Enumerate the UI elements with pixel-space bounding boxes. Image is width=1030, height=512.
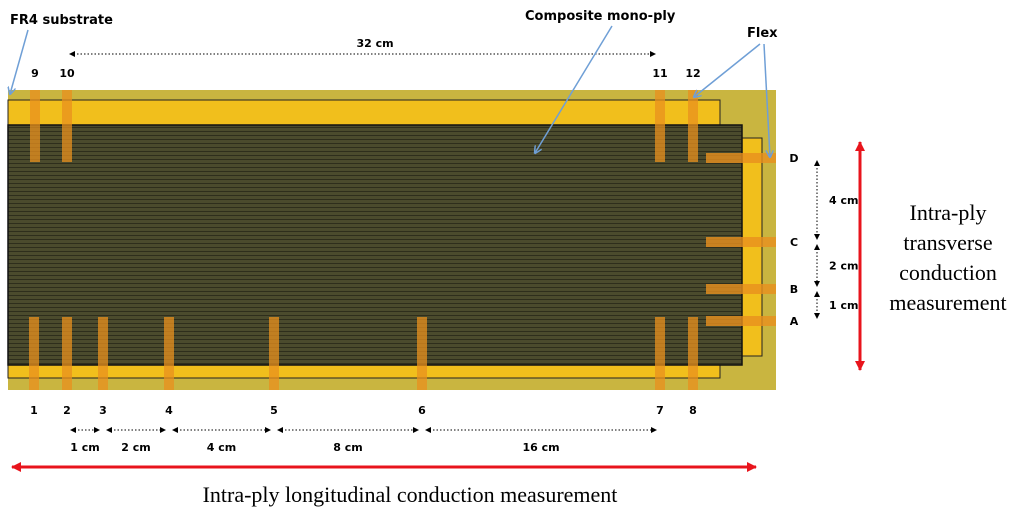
flex-callout-line-right bbox=[763, 43, 770, 157]
bottom-electrode-strip bbox=[417, 317, 427, 390]
right-spacing-label: 1 cm bbox=[829, 299, 858, 312]
right-electrode-label: B bbox=[790, 283, 798, 296]
transverse-caption-line: Intra-ply bbox=[910, 200, 987, 225]
bottom-spacing-label: 4 cm bbox=[207, 441, 236, 454]
bottom-electrode-strip bbox=[269, 317, 279, 390]
top-electrode-strips bbox=[30, 90, 698, 162]
flex-callout: Flex bbox=[747, 26, 778, 41]
transverse-caption-line: transverse bbox=[903, 230, 992, 255]
transverse-caption-line: conduction bbox=[899, 260, 997, 285]
transverse-caption-line: measurement bbox=[889, 290, 1006, 315]
right-electrode-strip bbox=[706, 153, 776, 163]
right-electrode-strip bbox=[706, 284, 776, 294]
composite-callout-line bbox=[535, 25, 613, 153]
bottom-electrode-label: 2 bbox=[63, 404, 71, 417]
top-electrode-label: 11 bbox=[652, 67, 667, 80]
flex-callout-line-left bbox=[694, 43, 761, 97]
top-electrode-label: 9 bbox=[31, 67, 39, 80]
bottom-electrode-strip bbox=[688, 317, 698, 390]
top-span-label: 32 cm bbox=[356, 37, 393, 50]
bottom-spacing-arrows: 1 cm 2 cm 4 cm 8 cm 16 cm bbox=[70, 427, 657, 454]
bottom-spacing-label: 1 cm bbox=[70, 441, 99, 454]
right-spacing-arrows: 4 cm 2 cm 1 cm bbox=[814, 160, 858, 319]
longitudinal-caption: Intra-ply longitudinal conduction measur… bbox=[203, 482, 618, 507]
bottom-spacing-label: 2 cm bbox=[121, 441, 150, 454]
bottom-electrode-strip bbox=[29, 317, 39, 390]
right-electrode-strip bbox=[706, 237, 776, 247]
bottom-electrode-label: 1 bbox=[30, 404, 38, 417]
top-electrode-strip bbox=[655, 90, 665, 162]
bottom-electrode-labels: 1 2 3 4 5 6 7 8 bbox=[30, 404, 697, 417]
bottom-electrode-strip bbox=[98, 317, 108, 390]
right-electrode-labels: D C B A bbox=[789, 152, 798, 328]
bottom-electrode-label: 8 bbox=[689, 404, 697, 417]
bottom-electrode-label: 3 bbox=[99, 404, 107, 417]
right-electrode-strips bbox=[706, 153, 776, 326]
top-electrode-labels: 9 10 11 12 bbox=[31, 67, 700, 80]
bottom-electrode-label: 7 bbox=[656, 404, 664, 417]
top-electrode-label: 12 bbox=[685, 67, 700, 80]
bottom-electrode-label: 4 bbox=[165, 404, 173, 417]
bottom-spacing-label: 8 cm bbox=[333, 441, 362, 454]
right-electrode-label: C bbox=[790, 236, 798, 249]
top-electrode-strip bbox=[62, 90, 72, 162]
bottom-spacing-label: 16 cm bbox=[522, 441, 559, 454]
right-electrode-label: A bbox=[790, 315, 799, 328]
bottom-electrode-strips bbox=[29, 317, 698, 390]
right-electrode-label: D bbox=[789, 152, 798, 165]
bottom-electrode-strip bbox=[164, 317, 174, 390]
top-electrode-strip bbox=[30, 90, 40, 162]
composite-callout: Composite mono-ply bbox=[525, 9, 676, 24]
composite-mono-ply bbox=[7, 124, 743, 366]
transverse-caption: Intra-ply transverse conduction measurem… bbox=[889, 200, 1006, 315]
bottom-electrode-label: 5 bbox=[270, 404, 278, 417]
top-electrode-strip bbox=[688, 90, 698, 162]
bottom-electrode-strip bbox=[62, 317, 72, 390]
fr4-callout-line bbox=[10, 29, 29, 94]
right-electrode-strip bbox=[706, 316, 776, 326]
bottom-electrode-strip bbox=[655, 317, 665, 390]
right-spacing-label: 4 cm bbox=[829, 194, 858, 207]
top-electrode-label: 10 bbox=[59, 67, 75, 80]
bottom-electrode-label: 6 bbox=[418, 404, 426, 417]
fr4-substrate-callout: FR4 substrate bbox=[10, 13, 113, 28]
right-spacing-label: 2 cm bbox=[829, 260, 858, 273]
